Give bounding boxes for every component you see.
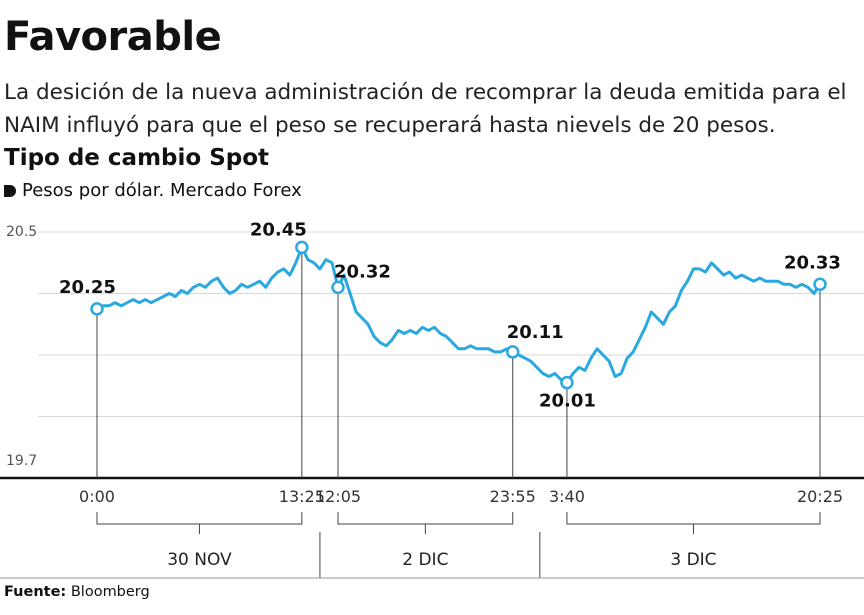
data-label: 20.45 xyxy=(250,219,307,240)
subtitle: La desición de la nueva administración d… xyxy=(4,80,847,138)
highlight-point xyxy=(813,277,827,292)
y-tick-label: 19.7 xyxy=(6,453,37,469)
title: Favorable xyxy=(4,14,222,60)
group-label: 30 NOV xyxy=(167,550,232,570)
group-bracket xyxy=(96,512,303,534)
highlight-point xyxy=(505,345,520,359)
group-label: 3 DIC xyxy=(670,550,716,570)
y-tick-label: 20.5 xyxy=(6,224,37,240)
line xyxy=(96,245,822,385)
data-label: 20.25 xyxy=(59,277,116,298)
source-label: Fuente: xyxy=(4,584,67,600)
x-tick-label: 20:25 xyxy=(797,487,843,506)
y-label: Pesos por dólar. Mercado Forex xyxy=(22,180,302,201)
bullet xyxy=(4,185,16,197)
x-tick-label: 12:05 xyxy=(315,487,361,506)
highlight-point xyxy=(90,302,104,316)
source: Fuente: Bloomberg xyxy=(4,584,150,600)
data-label: 20.33 xyxy=(784,252,841,273)
chart-title: Tipo de cambio Spot xyxy=(4,145,270,171)
x-tick-label: 13:25 xyxy=(279,487,325,506)
x-tick-label: 0:00 xyxy=(79,487,115,506)
x-tick-label: 23:55 xyxy=(490,487,536,506)
x-tick-label: 3:40 xyxy=(549,487,585,506)
highlight-point xyxy=(295,240,309,255)
highlight-point xyxy=(560,375,574,390)
group-label: 2 DIC xyxy=(402,550,448,570)
data-label: 20.01 xyxy=(539,391,596,412)
group-bracket xyxy=(566,512,821,534)
highlight-point xyxy=(331,280,345,295)
data-label: 20.11 xyxy=(507,322,564,343)
data-label: 20.32 xyxy=(334,261,391,282)
group-bracket xyxy=(337,512,514,534)
source-name: Bloomberg xyxy=(70,584,150,600)
